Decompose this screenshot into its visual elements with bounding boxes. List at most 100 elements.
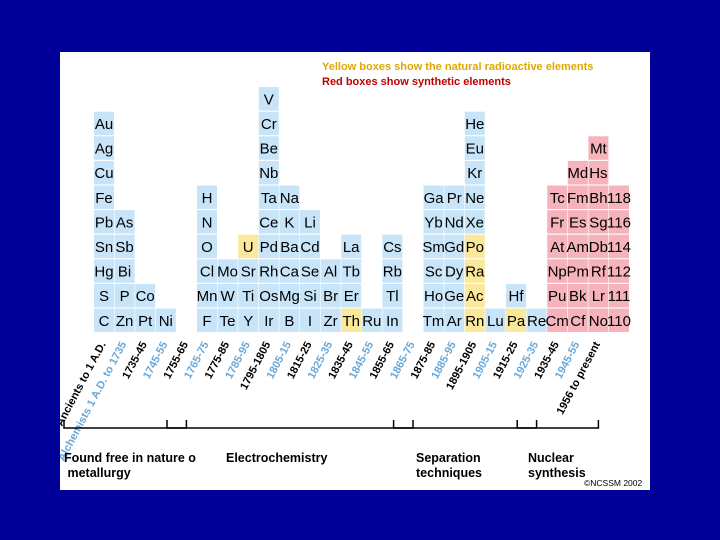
element-mo-symbol: Mo [217,264,238,281]
element-i-symbol: I [308,313,312,330]
element-zr-cell: Zr [320,308,341,332]
element-co-box [135,283,156,308]
element-hg-symbol: Hg [94,264,113,281]
element-ne-box [464,185,485,209]
element-116-cell: 116 [607,210,631,234]
element-tb-box [341,259,362,283]
element-rh-cell: Rh [258,259,279,283]
element-u-box [238,234,259,259]
element-li-symbol: Li [304,214,316,231]
element-gd-symbol: Gd [444,239,464,256]
element-mg-symbol: Mg [279,288,300,305]
element-s-cell: S [94,283,114,308]
element-bk-symbol: Bk [569,288,587,305]
element-bi-symbol: Bi [118,264,131,281]
element-al-box [320,259,341,283]
element-ce-box [258,210,279,234]
element-p-cell: P [114,283,135,308]
element-kr-box [464,160,485,185]
element-mt-box [588,136,609,160]
element-nd-symbol: Nd [445,214,464,231]
element-n-symbol: N [202,214,213,231]
element-fr-symbol: Fr [550,214,564,231]
element-cl-box [197,259,217,283]
element-hs-cell: Hs [588,160,609,185]
element-ca-box [279,259,300,283]
element-am-symbol: Am [567,239,590,256]
element-rb-cell: Rb [382,259,403,283]
element-ho-symbol: Ho [424,288,443,305]
element-sc-symbol: Sc [425,264,443,281]
copyright-text: ©NCSSM 2002 [584,478,643,488]
element-md-box [567,160,588,185]
element-nd-box [444,210,465,234]
element-ni-box [155,308,176,332]
element-pb-symbol: Pb [95,214,113,231]
element-pd-box [258,234,279,259]
element-111-symbol: 111 [608,288,631,305]
element-cd-cell: Cd [300,234,320,259]
element-co-symbol: Co [136,288,155,305]
element-ag-box [94,136,114,160]
category-label: Separation techniques [416,451,482,480]
element-ge-symbol: Ge [444,288,464,305]
element-la-cell: La [341,234,362,259]
element-p-box [114,283,135,308]
category-label: Nuclear synthesis [528,451,586,480]
element-n-box [197,210,217,234]
element-nd-cell: Nd [444,210,465,234]
element-ti-symbol: Ti [242,288,254,305]
element-at-box [547,234,568,259]
category-bracket [166,420,414,429]
element-o-box [197,234,217,259]
element-tm-cell: Tm [423,308,444,332]
element-os-cell: Os [258,283,279,308]
element-sm-box [423,234,444,259]
element-tc-cell: Tc [547,185,568,209]
element-fe-symbol: Fe [95,190,113,207]
element-h-box [197,185,217,209]
element-te-cell: Te [217,308,238,332]
element-112-cell: 112 [607,259,631,283]
element-re-symbol: Re [527,313,546,330]
element-hg-cell: Hg [94,259,114,283]
element-c-box [94,308,114,332]
element-sm-symbol: Sm [422,239,445,256]
element-ge-box [444,283,465,308]
element-re-cell: Re [526,308,547,332]
element-bi-cell: Bi [114,259,135,283]
element-es-box [567,210,588,234]
element-zr-box [320,308,341,332]
element-dy-box [444,259,465,283]
element-er-cell: Er [341,283,362,308]
element-br-box [320,283,341,308]
element-np-cell: Np [547,259,568,283]
category-label: Found free in nature o metallurgy [64,451,196,480]
element-ti-box [238,283,259,308]
element-mg-cell: Mg [279,283,300,308]
element-eu-box [464,136,485,160]
element-as-cell: As [114,210,135,234]
chart-panel: C S Hg Sn Pb Fe Cu Ag Au Zn P Bi Sb As Pt Co Ni F Mn Cl O N H T… [60,52,650,490]
element-ir-box [258,308,279,332]
legend-yellow-label: Yellow boxes show the natural radioactiv… [322,61,593,73]
element-cr-box [258,111,279,136]
category-label: Electrochemistry [226,451,327,465]
element-zr-symbol: Zr [324,313,338,330]
element-np-box [547,259,568,283]
element-ni-symbol: Ni [159,313,173,330]
element-mn-cell: Mn [197,283,217,308]
element-sm-cell: Sm [422,234,445,259]
element-be-box [258,136,279,160]
element-lu-symbol: Lu [487,313,504,330]
element-be-cell: Be [258,136,279,160]
element-po-cell: Po [464,234,485,259]
element-rn-symbol: Rn [465,313,484,330]
element-f-cell: F [197,308,217,332]
element-pa-box [506,308,526,332]
element-111-box [609,283,629,308]
element-s-box [94,283,114,308]
element-c-symbol: C [99,313,110,330]
element-sr-symbol: Sr [241,264,256,281]
element-pa-symbol: Pa [507,313,526,330]
